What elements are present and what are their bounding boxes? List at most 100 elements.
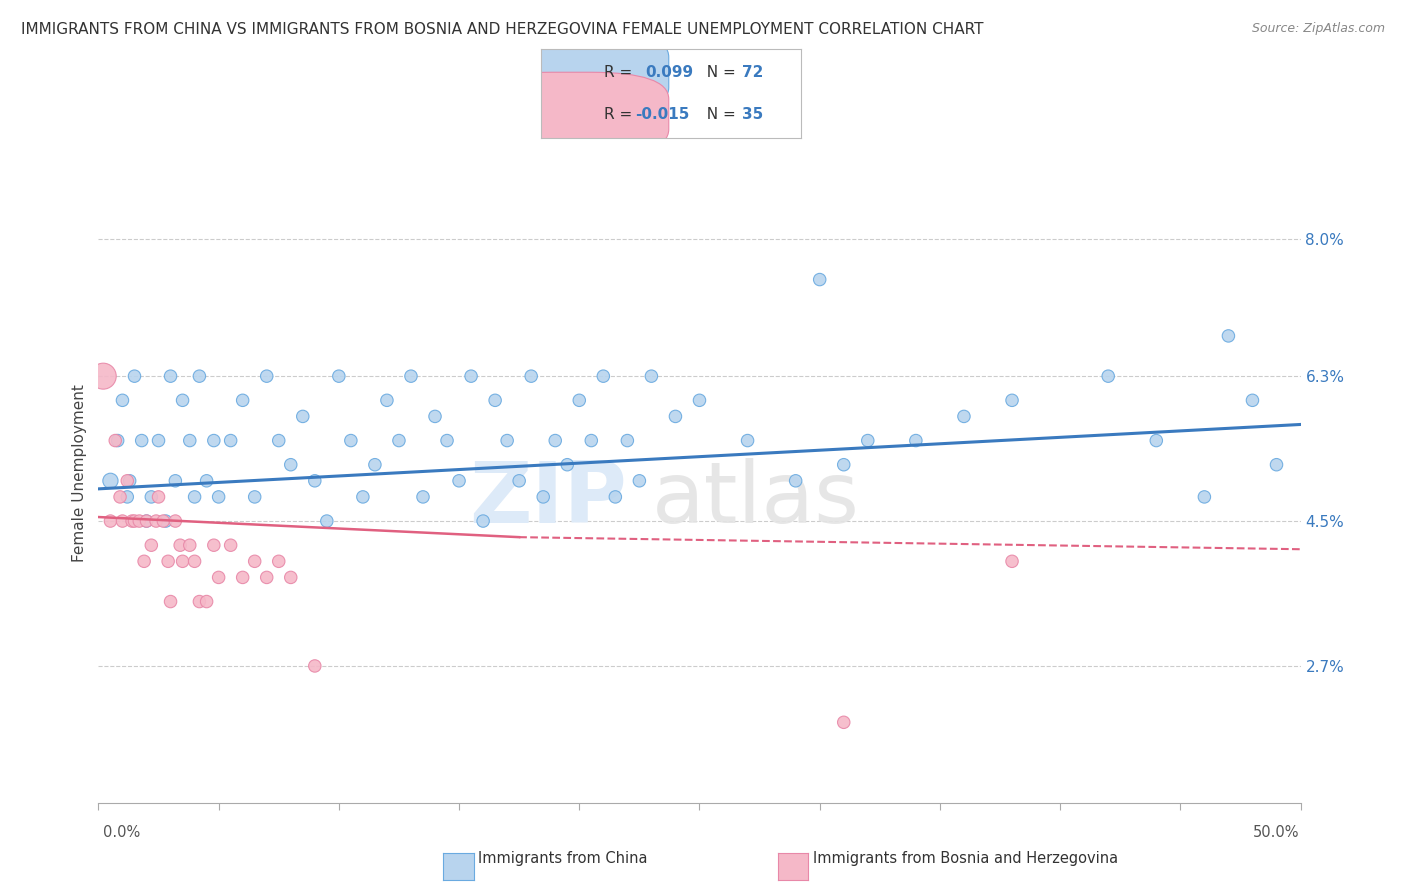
- Point: [148, 434, 170, 448]
- Point: [165, 474, 187, 488]
- Point: [219, 434, 242, 448]
- Point: [141, 538, 163, 552]
- Point: [496, 434, 519, 448]
- Point: [423, 409, 446, 424]
- Text: 0.099: 0.099: [645, 65, 693, 79]
- Point: [172, 393, 194, 408]
- Point: [785, 474, 807, 488]
- Point: [568, 393, 591, 408]
- Point: [118, 474, 141, 488]
- Text: 72: 72: [741, 65, 763, 79]
- Text: Source: ZipAtlas.com: Source: ZipAtlas.com: [1251, 22, 1385, 36]
- Point: [117, 490, 139, 504]
- Point: [808, 272, 831, 286]
- Point: [315, 514, 337, 528]
- Point: [183, 490, 205, 504]
- Point: [179, 538, 201, 552]
- Point: [183, 554, 205, 568]
- Point: [124, 514, 146, 528]
- Point: [243, 554, 266, 568]
- Text: R =: R =: [603, 65, 641, 79]
- Point: [267, 434, 290, 448]
- Point: [291, 409, 314, 424]
- Point: [520, 369, 543, 384]
- Point: [188, 594, 211, 608]
- Point: [328, 369, 350, 384]
- Point: [179, 434, 201, 448]
- Point: [1097, 369, 1119, 384]
- Point: [108, 490, 131, 504]
- Text: 50.0%: 50.0%: [1253, 825, 1299, 840]
- Point: [159, 369, 181, 384]
- Point: [592, 369, 614, 384]
- Point: [616, 434, 638, 448]
- Point: [904, 434, 927, 448]
- Point: [132, 554, 155, 568]
- Point: [172, 554, 194, 568]
- Text: Immigrants from China: Immigrants from China: [478, 851, 648, 865]
- Point: [352, 490, 374, 504]
- Point: [388, 434, 411, 448]
- Point: [121, 514, 143, 528]
- Text: N =: N =: [697, 65, 741, 79]
- Point: [447, 474, 470, 488]
- Point: [141, 490, 163, 504]
- Point: [436, 434, 458, 448]
- Point: [208, 490, 231, 504]
- Point: [107, 434, 129, 448]
- Point: [280, 458, 302, 472]
- Point: [531, 490, 554, 504]
- Point: [364, 458, 387, 472]
- Text: Immigrants from Bosnia and Herzegovina: Immigrants from Bosnia and Herzegovina: [813, 851, 1118, 865]
- Point: [188, 369, 211, 384]
- Point: [1241, 393, 1264, 408]
- Text: R =: R =: [603, 107, 637, 121]
- Point: [159, 594, 181, 608]
- Point: [157, 554, 180, 568]
- Point: [117, 474, 139, 488]
- Text: atlas: atlas: [651, 458, 859, 541]
- Point: [232, 393, 254, 408]
- Point: [148, 490, 170, 504]
- Point: [737, 434, 759, 448]
- Point: [856, 434, 879, 448]
- Point: [195, 474, 218, 488]
- Point: [555, 458, 578, 472]
- Point: [219, 538, 242, 552]
- Point: [605, 490, 627, 504]
- Point: [202, 538, 225, 552]
- Point: [544, 434, 567, 448]
- Point: [256, 570, 278, 584]
- Point: [581, 434, 603, 448]
- FancyBboxPatch shape: [474, 30, 669, 114]
- Point: [267, 554, 290, 568]
- Point: [640, 369, 662, 384]
- Text: N =: N =: [697, 107, 741, 121]
- Point: [100, 474, 122, 488]
- Point: [100, 514, 122, 528]
- Point: [135, 514, 157, 528]
- Point: [340, 434, 363, 448]
- Point: [145, 514, 167, 528]
- Point: [128, 514, 150, 528]
- FancyBboxPatch shape: [474, 72, 669, 156]
- Point: [832, 715, 855, 730]
- Point: [628, 474, 651, 488]
- Point: [460, 369, 482, 384]
- Point: [375, 393, 398, 408]
- Point: [1265, 458, 1288, 472]
- Point: [304, 474, 326, 488]
- Point: [304, 659, 326, 673]
- Y-axis label: Female Unemployment: Female Unemployment: [72, 384, 87, 562]
- Point: [953, 409, 976, 424]
- Point: [472, 514, 495, 528]
- Point: [232, 570, 254, 584]
- Point: [91, 369, 114, 384]
- Point: [1144, 434, 1167, 448]
- Point: [508, 474, 530, 488]
- Point: [832, 458, 855, 472]
- Point: [152, 514, 174, 528]
- Text: 0.0%: 0.0%: [103, 825, 139, 840]
- Point: [1001, 554, 1024, 568]
- Text: 35: 35: [741, 107, 763, 121]
